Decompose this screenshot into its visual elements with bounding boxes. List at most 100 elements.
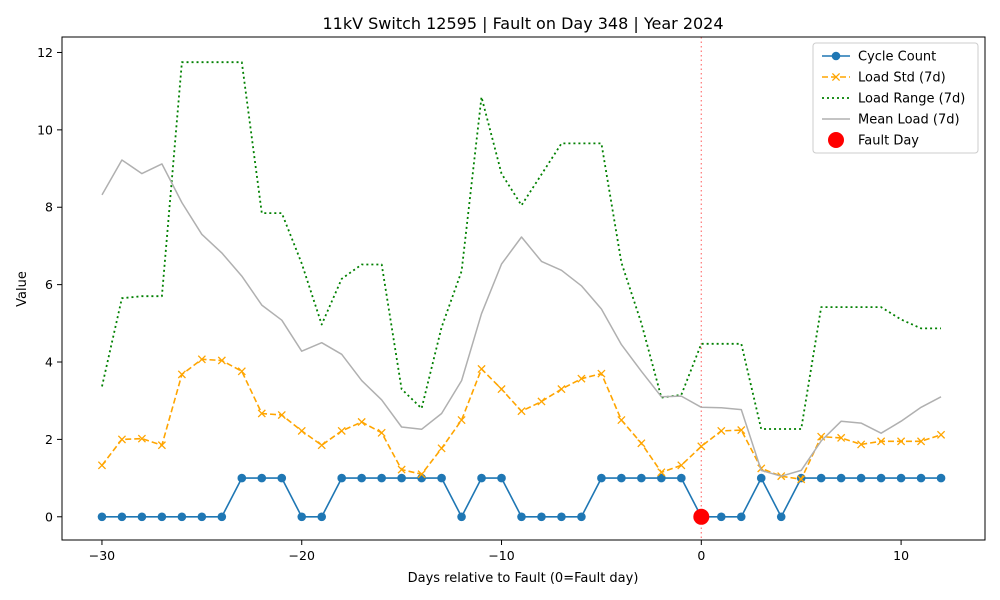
data-point: [157, 512, 167, 522]
data-point: [237, 473, 247, 483]
legend-label: Load Std (7d): [858, 71, 946, 86]
data-point: [697, 442, 706, 451]
data-point: [397, 473, 406, 483]
x-axis-title: Days relative to Fault (0=Fault day): [408, 571, 639, 586]
data-point: [497, 385, 506, 394]
data-point: [97, 512, 107, 522]
y-axis-title: Value: [15, 271, 30, 307]
data-point: [377, 473, 386, 483]
data-point: [377, 428, 386, 437]
series-line: [101, 159, 942, 477]
data-point: [337, 473, 346, 483]
data-point: [537, 512, 546, 522]
series-mean-load-7d: [101, 159, 942, 477]
data-point: [317, 441, 326, 450]
data-point: [297, 426, 306, 435]
x-tick-label: 10: [893, 548, 909, 563]
legend-label: Cycle Count: [858, 50, 936, 65]
data-point: [756, 473, 766, 483]
data-point: [637, 473, 646, 483]
data-point: [537, 397, 546, 406]
series-line: [101, 61, 941, 430]
data-point: [417, 470, 426, 479]
data-point: [916, 473, 926, 483]
plot-frame: [61, 36, 986, 541]
series-fault-day: [693, 508, 710, 525]
data-point: [876, 473, 886, 483]
x-tick-label: −20: [289, 548, 315, 563]
data-point: [617, 473, 626, 483]
y-tick-label: 6: [45, 277, 53, 292]
legend-box: [812, 42, 979, 154]
data-point: [157, 441, 166, 450]
data-point: [597, 369, 606, 378]
data-point: [177, 370, 186, 379]
data-point: [217, 512, 227, 522]
data-point: [557, 385, 566, 394]
data-point: [117, 435, 126, 444]
data-point: [97, 461, 107, 470]
data-point: [657, 473, 666, 483]
data-point: [497, 473, 506, 483]
data-point: [197, 512, 207, 522]
data-point: [737, 426, 746, 435]
data-point: [457, 415, 466, 425]
data-point: [137, 512, 147, 522]
data-point: [277, 473, 287, 483]
legend-label: Mean Load (7d): [858, 113, 960, 128]
data-point: [357, 473, 366, 483]
y-tick-label: 2: [45, 432, 53, 447]
data-point: [397, 465, 406, 474]
data-point: [736, 512, 746, 522]
data-point: [457, 512, 466, 522]
data-point: [797, 475, 806, 484]
legend-swatch-marker: [831, 72, 841, 82]
data-point: [317, 512, 327, 522]
data-point: [117, 512, 127, 522]
x-tick-label: −30: [89, 548, 115, 563]
legend-label: Fault Day: [858, 134, 919, 149]
legend-swatch-marker: [831, 51, 841, 61]
data-point: [357, 417, 366, 427]
data-point: [936, 430, 946, 439]
data-point: [177, 512, 187, 522]
series-load-range-7d: [101, 61, 941, 430]
y-tick-label: 10: [37, 122, 53, 137]
data-point: [637, 439, 646, 448]
data-point: [597, 473, 606, 483]
data-point: [337, 426, 346, 435]
legend-swatch-marker: [828, 132, 844, 148]
data-point: [217, 356, 226, 365]
y-tick-label: 0: [45, 509, 53, 524]
data-point: [477, 364, 486, 374]
data-point: [557, 512, 566, 522]
data-point: [437, 444, 446, 453]
data-point: [776, 512, 786, 522]
data-point: [477, 473, 486, 483]
x-tick-label: −10: [488, 548, 514, 563]
data-point: [837, 433, 846, 442]
y-axis: 0 2 4 6 8 10 12: [37, 45, 62, 524]
data-point: [836, 473, 846, 483]
data-point: [297, 512, 307, 522]
data-point: [577, 374, 586, 383]
data-point: [277, 410, 286, 420]
series-load-std-7d: [97, 355, 946, 484]
data-point: [437, 473, 446, 483]
legend: Cycle Count Load Std (7d) Load Range (7d) M…: [812, 42, 979, 154]
data-point: [137, 434, 146, 443]
data-point: [257, 409, 266, 418]
data-point: [237, 367, 246, 376]
data-point: [677, 473, 686, 483]
x-axis: −30 −20 −10 0 10: [89, 540, 909, 563]
data-point: [517, 407, 526, 416]
data-point: [677, 461, 686, 470]
data-point: [896, 473, 906, 483]
data-point: [816, 473, 826, 483]
chart-title: 11kV Switch 12595 | Fault on Day 348 | Y…: [322, 14, 723, 33]
data-point: [717, 426, 726, 435]
data-point: [517, 512, 526, 522]
data-point: [857, 440, 866, 449]
data-point: [577, 512, 586, 522]
